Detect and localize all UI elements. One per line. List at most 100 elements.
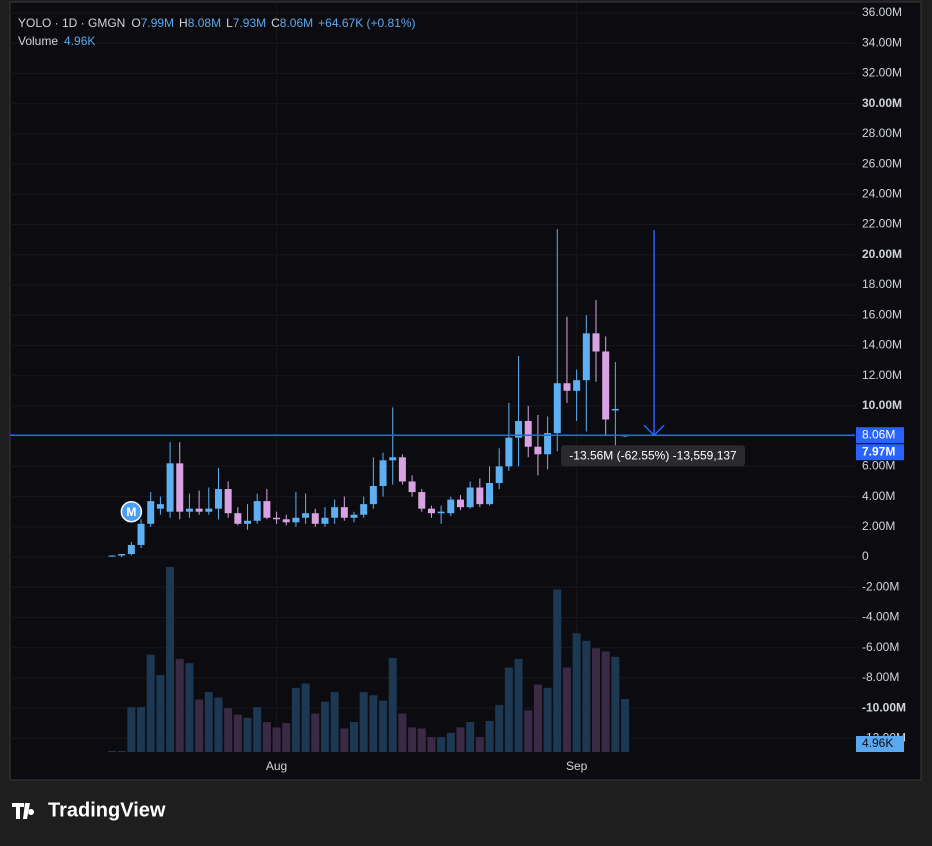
x-tick-label: Sep [566,759,588,773]
candle-body [244,520,252,524]
volume-bar [311,713,320,752]
candle-body [350,514,358,518]
measure-label: -13.56M (-62.55%) -13,559,137 [569,448,737,462]
volume-bar [156,675,165,752]
volume-bar [417,728,426,752]
price-label-box [856,427,904,444]
price-label-box [856,444,904,461]
volume-bar [562,667,571,752]
volume-bar [243,717,252,752]
y-tick-label: 2.00M [862,519,895,533]
volume-bar [272,727,281,752]
volume-bar [175,658,184,752]
volume-bar [214,697,223,752]
candle-body [389,457,397,461]
candle-body [602,351,610,420]
candle-body [224,489,232,514]
candle-body [302,513,310,518]
volume-bar [408,727,417,752]
volume-bar [437,737,446,752]
volume-bar [108,750,116,752]
measure-tooltip [561,445,745,467]
ohlc-key: H [179,16,188,30]
volume-bar [224,708,233,752]
volume-bar [592,648,600,752]
volume-bar [359,692,368,752]
ohlc-value: 7.99M [141,16,174,30]
volume-bar [379,700,388,752]
y-tick-label: 14.00M [862,338,902,352]
candle-body [456,499,464,508]
x-tick-label: Aug [266,759,287,773]
candle-body [524,421,532,447]
volume-bar [398,713,407,752]
candle-body [205,508,213,512]
price-label: 8.06M [862,427,895,441]
candle-body [360,504,368,515]
y-tick-label: 20.00M [862,247,902,261]
volume-bar [446,732,455,752]
y-tick-label: 34.00M [862,35,902,49]
y-tick-label: 26.00M [862,156,902,170]
volume-bar [388,657,397,752]
volume-bar [466,722,475,752]
ohlc-key: C [271,16,280,30]
ohlc-value: 8.08M [188,16,221,30]
candle-body [408,481,416,493]
change: +64.67K (+0.81%) [318,16,415,30]
event-badge-text: M [126,505,136,519]
price-label: 7.97M [862,444,895,458]
candle-body [176,463,184,512]
candle-body [195,508,203,512]
volume-bar [601,651,610,752]
y-tick-label: -8.00M [862,670,899,684]
volume-bar [533,684,542,752]
candle-body [592,333,600,352]
y-tick-label: 10.00M [862,398,902,412]
candle-body [340,507,348,518]
volume-bar [320,701,329,752]
volume-bar [146,654,155,752]
volume-bar [291,687,300,752]
candle-body [147,501,155,524]
ohlc-value: 7.93M [233,16,266,30]
volume-bar [127,707,136,752]
volume-bar [427,737,436,752]
volume-bar [456,727,465,752]
candle-body [369,486,377,505]
volume-bar [495,704,504,752]
y-tick-label: -10.00M [862,700,906,714]
volume-value: 4.96K [64,34,95,48]
candle-body [466,487,474,508]
volume-bar [582,640,591,752]
y-tick-label: 6.00M [862,459,895,473]
candle-body [553,383,561,434]
volume-label-box [856,736,904,752]
volume-bar [301,683,310,752]
ohlc-key: L [226,16,233,30]
volume-bar [504,667,513,752]
y-tick-label: 36.00M [862,5,902,19]
candle-body [486,482,494,505]
volume-bar [253,707,262,752]
y-tick-label: 30.00M [862,96,902,110]
candle-body [505,437,513,467]
candle-body [311,513,319,524]
candle-body [398,457,406,482]
event-badge [120,500,143,523]
candle-body [515,421,523,438]
candle-body [611,408,619,411]
candle-body [166,463,174,512]
candle-body [282,519,290,523]
candle-body [321,517,329,524]
volume-bar [621,698,630,752]
y-tick-label: 22.00M [862,217,902,231]
candle-body [127,544,135,555]
candle-body [185,508,193,512]
volume-bar [117,750,126,752]
y-tick-label: 18.00M [862,277,902,291]
logo-icon [12,803,35,819]
volume-bar [166,567,175,752]
legend-line: YOLO · 1D · GMGN O7.99M H8.08M L7.93M C8.06M… [18,16,416,30]
